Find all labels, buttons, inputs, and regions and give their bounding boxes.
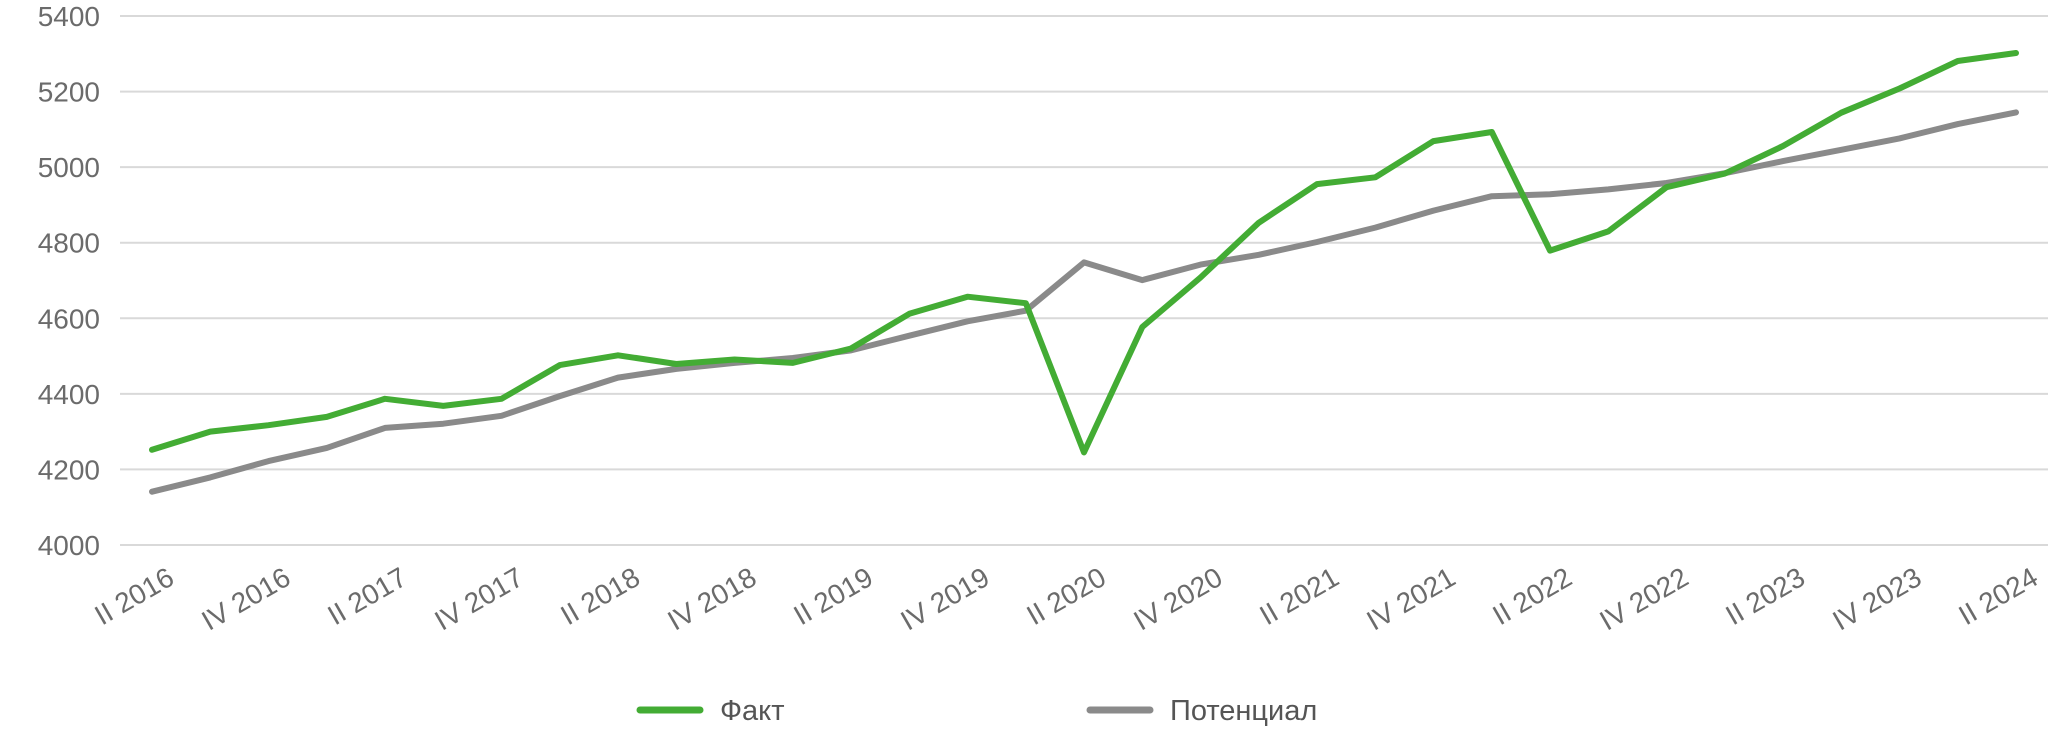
x-tick-label: II 2023 [1720,561,1810,631]
y-tick-label: 4000 [38,530,100,561]
y-axis-ticks: 4000 4200 4400 4600 4800 5000 5200 5400 [38,1,100,561]
x-tick-label: II 2016 [89,561,179,631]
y-tick-label: 5000 [38,152,100,183]
x-tick-label: II 2020 [1021,561,1111,631]
x-tick-label: IV 2022 [1594,561,1693,636]
legend-label: Факт [720,695,784,727]
x-axis-ticks: II 2016 IV 2016 II 2017 IV 2017 II 2018 IV 20… [89,561,2043,636]
x-tick-label: IV 2016 [196,561,295,636]
x-tick-label: IV 2018 [662,561,761,636]
y-tick-label: 4800 [38,228,100,259]
y-tick-label: 5200 [38,77,100,108]
y-tick-label: 4200 [38,454,100,485]
legend-label: Потенциал [1170,695,1317,727]
y-tick-label: 4400 [38,379,100,410]
series-lines [149,50,2019,495]
legend: Факт Потенциал [636,695,1317,727]
x-tick-label: II 2022 [1487,561,1577,631]
x-tick-label: IV 2020 [1128,561,1227,636]
x-tick-label: II 2018 [555,561,645,631]
x-tick-label: IV 2017 [429,561,528,636]
x-tick-label: IV 2021 [1361,561,1460,636]
x-tick-label: II 2024 [1953,561,2043,631]
x-tick-label: II 2017 [322,561,412,631]
y-tick-label: 4600 [38,303,100,334]
gridlines [120,15,2048,546]
x-tick-label: II 2021 [1254,561,1344,631]
x-tick-label: IV 2023 [1827,561,1926,636]
series-line-fact [149,50,2019,456]
y-tick-label: 5400 [38,1,100,32]
x-tick-label: IV 2019 [895,561,994,636]
x-tick-label: II 2019 [788,561,878,631]
